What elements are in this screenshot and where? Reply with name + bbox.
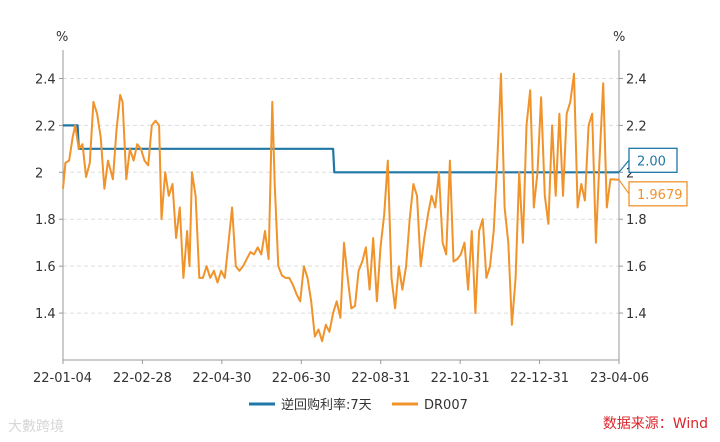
- end-value-labels: 2.00 1.9679: [618, 147, 688, 207]
- left-axis-unit: %: [56, 30, 68, 45]
- end-label-leader: [618, 159, 630, 173]
- y-tick-label-left: 2.4: [35, 72, 56, 87]
- watermark-logo: 大數跨境: [8, 419, 64, 435]
- legend: 逆回购利率:7天 DR007: [249, 397, 468, 413]
- y-tick-label-left: 2: [35, 166, 43, 181]
- y-tick-label-right: 1.8: [626, 213, 647, 228]
- axis-ticks: 1.4 1.4 1.6 1.6 1.8 1.8 2 2 2.2 2.2 2.4 2.4 22-01-04…: [33, 72, 649, 386]
- y-tick-label-right: 1.4: [626, 307, 647, 322]
- legend-label: 逆回购利率:7天: [281, 397, 372, 413]
- y-tick-label-right: 2.2: [626, 119, 647, 134]
- data-source-note: 数据来源：Wind: [602, 416, 708, 432]
- x-tick-label: 22-01-04: [33, 371, 92, 386]
- x-tick-label: 22-06-30: [272, 371, 331, 386]
- end-value-label: 1.9679: [637, 188, 683, 203]
- end-label-box: [628, 181, 688, 207]
- series-lines: [62, 72, 620, 343]
- x-tick-label: 22-12-31: [510, 371, 569, 386]
- end-label-leader: [618, 179, 630, 195]
- right-axis-unit: %: [613, 30, 625, 45]
- series-line-dr007: [62, 72, 620, 343]
- x-tick-label: 22-10-31: [431, 371, 490, 386]
- y-tick-label-right: 2.4: [626, 72, 647, 87]
- x-tick-label: 22-02-28: [113, 371, 172, 386]
- legend-label: DR007: [424, 398, 468, 413]
- end-value-label: 2.00: [637, 154, 666, 169]
- y-tick-label-left: 2.2: [35, 119, 56, 134]
- y-tick-label-left: 1.6: [35, 260, 56, 275]
- x-tick-label: 22-04-30: [192, 371, 251, 386]
- x-tick-label: 22-08-31: [351, 371, 410, 386]
- series-line-reverse-repo: [63, 124, 619, 174]
- y-tick-label-right: 1.6: [626, 260, 647, 275]
- end-label-box: [628, 147, 678, 173]
- x-tick-label: 23-04-06: [590, 371, 649, 386]
- y-tick-label-left: 1.8: [35, 213, 56, 228]
- y-tick-label-left: 1.4: [35, 307, 56, 322]
- y-tick-label-right: 2: [626, 166, 634, 181]
